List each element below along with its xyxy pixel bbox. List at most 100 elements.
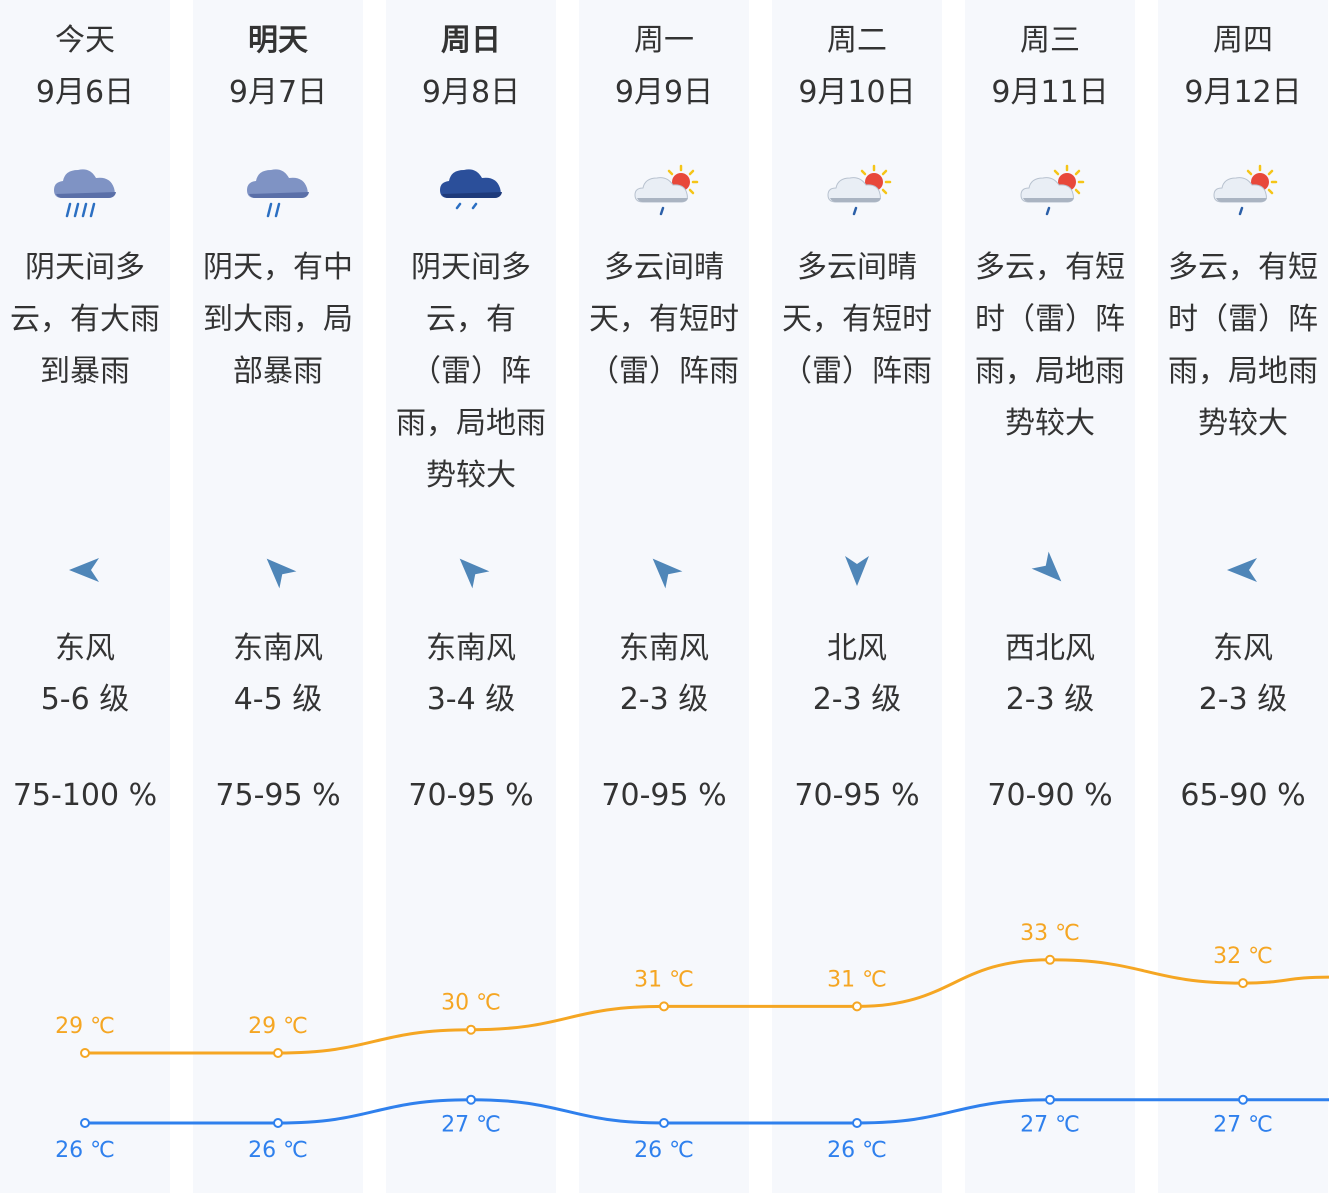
weather-description-line: 云，有大雨 xyxy=(10,302,160,337)
wind-direction-icon xyxy=(845,556,869,586)
weekday-label: 周一 xyxy=(634,23,694,58)
low-temp-point xyxy=(1045,1094,1055,1105)
day-column: 周三 9月11日 多云，有短 时（雷）阵 雨，局地雨 势较大 西北风 2-3 级 70-90 % xyxy=(965,0,1135,1193)
date-label: 9月10日 xyxy=(798,75,916,110)
weekday-label: 周四 xyxy=(1213,23,1273,58)
weather-description: 多云，有短 时（雷）阵 雨，局地雨 势较大 xyxy=(1160,242,1326,450)
low-temp-label: 27 ℃ xyxy=(1213,1113,1273,1138)
low-temp-point xyxy=(80,1118,90,1128)
heavy-rain-icon xyxy=(54,169,116,218)
weather-description: 阴天间多 云，有大雨 到暴雨 xyxy=(2,242,168,398)
low-temp-label: 26 ℃ xyxy=(248,1138,308,1163)
weather-description-line: 势较大 xyxy=(1005,406,1095,441)
humidity: 70-95 % xyxy=(601,778,727,813)
date-label: 9月9日 xyxy=(614,75,714,110)
wind-direction-icon xyxy=(266,558,297,589)
weather-description-line: 多云，有短 xyxy=(1168,250,1318,285)
wind-level: 5-6 级 xyxy=(40,682,130,717)
humidity: 70-90 % xyxy=(987,778,1113,813)
wind-direction-icon xyxy=(459,558,490,589)
weather-description-line: 到暴雨 xyxy=(40,354,130,389)
light-rain-icon xyxy=(440,169,502,210)
weather-description-line: 部暴雨 xyxy=(233,354,323,389)
weather-description: 多云，有短时（雷）阵雨，局地雨势较大 xyxy=(967,242,1133,450)
weather-description-line: 多云，有短 xyxy=(975,250,1125,285)
high-temp-label: 31 ℃ xyxy=(827,967,887,992)
date-label: 9月8日 xyxy=(421,75,521,110)
low-temp-point xyxy=(273,1118,283,1128)
wind-level: 2-3 级 xyxy=(1198,682,1288,717)
weather-description-line: 雨，局地雨 xyxy=(975,354,1125,389)
humidity: 70-95 % xyxy=(794,778,920,813)
wind-direction: 北风 xyxy=(827,631,887,666)
wind-direction: 东南风 xyxy=(233,631,323,666)
high-temp-point xyxy=(852,1001,862,1012)
weather-description: 多云间晴 天，有短时 （雷）阵雨 xyxy=(581,242,747,398)
sun-cloud-shower-icon xyxy=(634,164,699,216)
high-temp-point xyxy=(1045,954,1055,965)
low-temp-point xyxy=(659,1118,669,1128)
weather-description-line: 雨，局地雨 xyxy=(1168,354,1318,389)
wind-direction-icon xyxy=(1031,551,1062,582)
weather-description-line: （雷）阵雨 xyxy=(589,354,739,389)
weather-description: 多云间晴天，有短时 （雷）阵雨 xyxy=(774,242,940,398)
day-column: 周一 9月9日多云间晴 天，有短时 （雷）阵雨东南风 2-3 级 70-95 % xyxy=(579,0,749,1193)
wind-direction: 东南风 xyxy=(619,631,709,666)
high-temp-point xyxy=(466,1024,476,1035)
high-temp-label: 31 ℃ xyxy=(634,967,694,992)
weather-description-line: 势较大 xyxy=(426,458,516,493)
high-temp-line xyxy=(85,958,1329,1055)
sun-cloud-shower-icon xyxy=(1020,164,1085,216)
moderate-rain-icon xyxy=(247,169,309,218)
day-column: 周日 9月8日 阴天间多 云，有 （雷）阵 雨，局地雨 势较大 东南风 3-4 级 70-95 % xyxy=(386,0,556,1193)
high-temp-point xyxy=(659,1001,669,1012)
weekday-label: 周二 xyxy=(827,23,887,58)
day-column: 明天 9月7日 阴天，有中 到大雨，局 部暴雨 东南风 4-5 级 75-95 % xyxy=(193,0,363,1193)
high-temp-label: 29 ℃ xyxy=(248,1014,308,1039)
weather-description-line: 时（雷）阵 xyxy=(975,302,1125,337)
low-temp-point xyxy=(1238,1094,1248,1105)
weather-description-line: 雨，局地雨 xyxy=(396,406,546,441)
low-temp-point xyxy=(852,1118,862,1128)
low-temp-label: 26 ℃ xyxy=(634,1138,694,1163)
high-temp-label: 32 ℃ xyxy=(1213,944,1273,969)
weather-description: 阴天间多 云，有 （雷）阵 雨，局地雨 势较大 xyxy=(388,242,554,502)
day-column: 周四 9月12日 多云，有短 时（雷）阵 雨，局地雨 势较大 东风 2-3 级 65-90 % xyxy=(1158,0,1328,1193)
high-temp-point xyxy=(1238,978,1248,989)
humidity: 70-95 % xyxy=(408,778,534,813)
weather-description-line: 阴天，有中 xyxy=(203,250,353,285)
humidity: 75-100 % xyxy=(12,778,158,813)
low-temp-label: 27 ℃ xyxy=(441,1113,501,1138)
weather-description-line: 到大雨，局 xyxy=(203,302,353,337)
weather-description-line: 势较大 xyxy=(1198,406,1288,441)
date-label: 9月11日 xyxy=(991,75,1109,110)
sun-cloud-shower-icon xyxy=(827,164,892,216)
weekday-label: 周日 xyxy=(441,23,501,58)
high-temp-point xyxy=(273,1048,283,1058)
sun-cloud-shower-icon xyxy=(1213,164,1278,216)
weather-description-line: 云，有 xyxy=(426,302,516,337)
wind-level: 2-3 级 xyxy=(619,682,709,717)
wind-direction: 东风 xyxy=(55,631,115,666)
low-temp-label: 27 ℃ xyxy=(1020,1113,1080,1138)
weekday-label: 明天 xyxy=(248,23,308,58)
date-label: 9月12日 xyxy=(1184,75,1302,110)
wind-direction: 东风 xyxy=(1213,631,1273,666)
humidity: 75-95 % xyxy=(215,778,341,813)
weather-description-line: （雷）阵雨 xyxy=(782,354,932,389)
weekday-label: 今天 xyxy=(55,23,115,58)
day-column: 今天 9月6日 阴天间多 云，有大雨 到暴雨 东风 5-6 级 75-100 % xyxy=(0,0,170,1193)
weather-description-line: 多云间晴 xyxy=(604,250,724,285)
low-temp-label: 26 ℃ xyxy=(827,1138,887,1163)
day-column: 周二 9月10日 多云间晴 天，有短时 （雷）阵雨 北风 2-3 级 70-95 % xyxy=(772,0,942,1193)
weather-description-line: 天，有短时 xyxy=(782,302,932,337)
weather-description: 阴天，有中到大雨，局部暴雨 xyxy=(195,242,361,398)
date-label: 9月7日 xyxy=(228,75,328,110)
low-temp-line xyxy=(84,1098,1329,1125)
weather-description-line: 多云间晴 xyxy=(797,250,917,285)
wind-level: 2-3 级 xyxy=(1005,682,1095,717)
high-temp-label: 29 ℃ xyxy=(55,1014,115,1039)
weather-description-line: 阴天间多 xyxy=(411,250,531,285)
wind-direction-icon xyxy=(69,558,99,582)
